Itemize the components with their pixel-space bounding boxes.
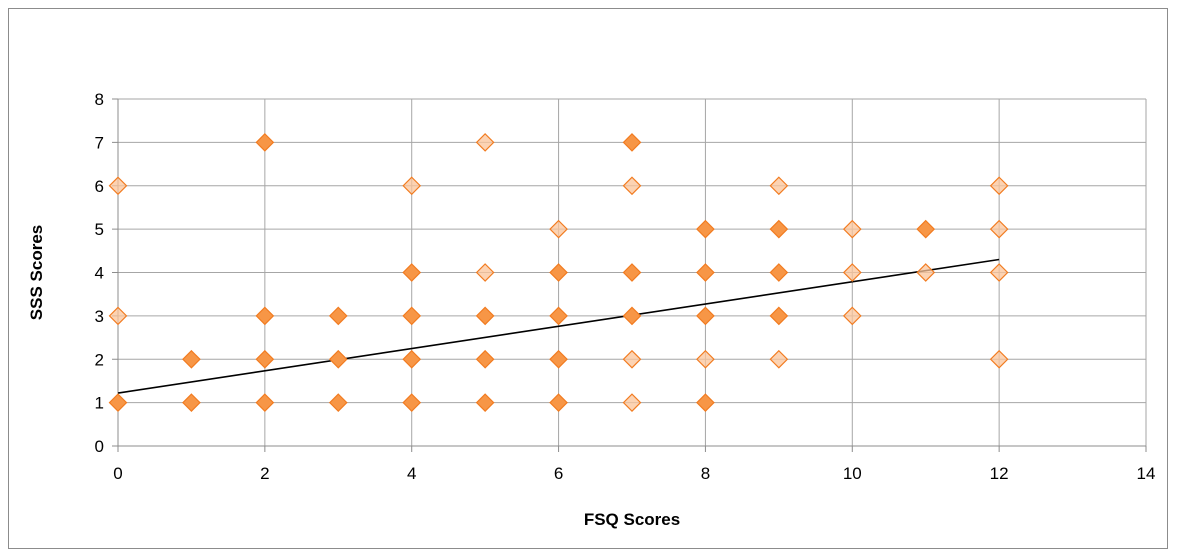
data-point xyxy=(402,263,422,282)
data-point xyxy=(769,263,789,282)
data-point xyxy=(255,306,275,326)
data-point xyxy=(108,393,128,412)
y-tick-label: 7 xyxy=(95,133,104,152)
data-point xyxy=(842,306,862,326)
data-point xyxy=(696,219,715,239)
y-tick-label: 1 xyxy=(95,394,104,413)
y-tick-label: 4 xyxy=(95,264,104,283)
data-point xyxy=(475,263,495,282)
data-point xyxy=(989,263,1009,282)
data-point xyxy=(402,349,422,369)
data-point xyxy=(328,306,348,326)
data-point xyxy=(108,176,128,196)
data-point xyxy=(108,306,128,326)
data-point xyxy=(402,176,422,196)
data-point xyxy=(989,176,1009,196)
data-point xyxy=(622,133,642,152)
data-point xyxy=(696,263,715,282)
y-tick-label: 5 xyxy=(95,220,104,239)
data-point xyxy=(622,263,642,282)
x-tick-label: 8 xyxy=(701,464,710,483)
data-points xyxy=(108,133,1009,412)
data-point xyxy=(475,133,495,152)
data-point xyxy=(182,349,201,369)
data-point xyxy=(182,393,201,412)
data-point xyxy=(622,393,642,412)
data-point xyxy=(916,219,936,239)
data-point xyxy=(989,349,1009,369)
data-point xyxy=(769,176,789,196)
data-point xyxy=(842,263,862,282)
data-point xyxy=(769,349,789,369)
data-point xyxy=(475,306,495,326)
data-point xyxy=(696,393,715,412)
data-point xyxy=(622,176,642,196)
y-axis-title: SSS Scores xyxy=(27,225,46,320)
data-point xyxy=(769,219,789,239)
data-point xyxy=(549,306,568,326)
y-tick-label: 6 xyxy=(95,177,104,196)
data-point xyxy=(255,349,275,369)
data-point xyxy=(549,349,568,369)
x-tick-label: 6 xyxy=(554,464,563,483)
y-tick-labels: 0 1 2 3 4 5 6 7 8 xyxy=(95,90,104,456)
y-tick-label: 0 xyxy=(95,437,104,456)
chart-frame xyxy=(8,8,1168,549)
data-point xyxy=(475,393,495,412)
data-point xyxy=(989,219,1009,239)
data-point xyxy=(255,133,275,152)
data-point xyxy=(916,263,936,282)
data-point xyxy=(402,393,422,412)
y-tick-label: 3 xyxy=(95,307,104,326)
data-point xyxy=(842,219,862,239)
x-tick-label: 4 xyxy=(407,464,416,483)
data-point xyxy=(328,349,348,369)
y-tick-label: 2 xyxy=(95,350,104,369)
y-tick-label: 8 xyxy=(95,90,104,109)
data-point xyxy=(696,306,715,326)
data-point xyxy=(255,393,275,412)
data-point xyxy=(328,393,348,412)
x-tick-labels: 0 2 4 6 8 10 12 14 xyxy=(113,464,1155,483)
x-tick-label: 0 xyxy=(113,464,122,483)
x-tick-label: 12 xyxy=(990,464,1009,483)
x-tick-label: 14 xyxy=(1137,464,1156,483)
data-point xyxy=(769,306,789,326)
x-tick-label: 2 xyxy=(260,464,269,483)
data-point xyxy=(549,393,568,412)
data-point xyxy=(622,306,642,326)
data-point xyxy=(622,349,642,369)
data-point xyxy=(696,349,715,369)
x-tick-label: 10 xyxy=(843,464,862,483)
data-point xyxy=(549,219,568,239)
data-point xyxy=(549,263,568,282)
data-point xyxy=(475,349,495,369)
data-point xyxy=(402,306,422,326)
x-axis-title: FSQ Scores xyxy=(584,510,680,529)
